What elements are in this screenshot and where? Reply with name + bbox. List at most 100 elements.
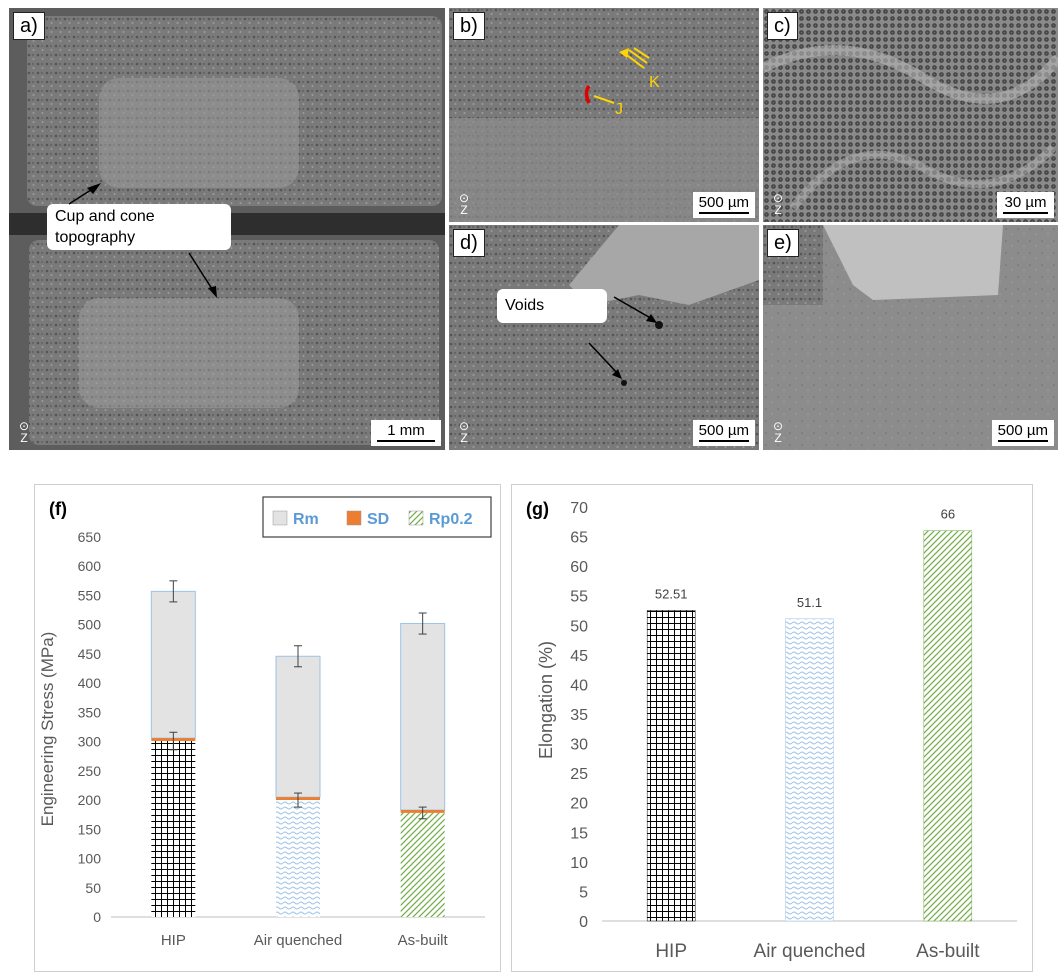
elongation-bar-chart: (g) 0 5 10 15 20 25 30 35 40 45 50 55 60 65 70 HIP Air q… bbox=[526, 499, 1017, 962]
y-tick-label: 400 bbox=[78, 675, 102, 691]
bar-rp02 bbox=[400, 812, 445, 917]
y-tick-label: 35 bbox=[570, 707, 588, 724]
z-axis-icon: ⊙ Z bbox=[18, 419, 30, 445]
x-tick-label: As-built bbox=[398, 932, 449, 949]
cup-cone-callout: Cup and cone topography bbox=[47, 204, 231, 250]
y-tick-label: 0 bbox=[93, 909, 101, 925]
x-tick-label: HIP bbox=[161, 932, 186, 949]
z-axis-icon: ⊙ Z bbox=[772, 191, 784, 217]
chart-legend: Rm SD Rp0.2 bbox=[262, 496, 492, 538]
fracture-surface-image bbox=[763, 225, 1058, 450]
z-axis-icon: ⊙ Z bbox=[458, 191, 470, 217]
y-tick-label: 450 bbox=[78, 646, 102, 662]
y-tick-label: 150 bbox=[78, 821, 102, 837]
scale-bar-label: 1 mm bbox=[387, 422, 425, 439]
panel-label-b: b) bbox=[453, 12, 485, 40]
data-label: 51.1 bbox=[797, 595, 822, 610]
crack-marker-j bbox=[584, 84, 591, 104]
y-tick-label: 600 bbox=[78, 558, 102, 574]
y-tick-label: 15 bbox=[570, 825, 588, 842]
x-tick-label: HIP bbox=[655, 941, 687, 962]
micrograph-b: J K b) ⊙ Z 500 µm bbox=[449, 8, 759, 222]
legend-swatch bbox=[272, 510, 288, 526]
x-tick-label: As-built bbox=[916, 941, 980, 962]
bar-elongation bbox=[785, 618, 834, 922]
fracture-surface-image bbox=[9, 8, 445, 450]
arrow-head-icon bbox=[208, 286, 217, 298]
x-tick-label: Air quenched bbox=[754, 941, 866, 962]
y-tick-label: 550 bbox=[78, 587, 102, 603]
bar-elongation bbox=[646, 610, 696, 922]
panel-label-a: a) bbox=[13, 12, 45, 40]
micrograph-a: a) Cup and cone topography ⊙ Z 1 mm bbox=[9, 8, 445, 450]
marker-j-label: J bbox=[615, 101, 623, 118]
y-tick-label: 650 bbox=[78, 529, 102, 545]
y-tick-label: 30 bbox=[570, 737, 588, 754]
scale-bar-label: 500 µm bbox=[997, 422, 1048, 439]
y-tick-label: 350 bbox=[78, 704, 102, 720]
y-tick-label: 45 bbox=[570, 648, 588, 665]
error-bar-rp02 bbox=[294, 792, 302, 808]
legend-label: Rp0.2 bbox=[429, 511, 473, 528]
bar-rm bbox=[400, 623, 446, 811]
data-label: 52.51 bbox=[655, 586, 688, 601]
voids-callout: Voids bbox=[497, 289, 607, 323]
marker-k-label: K bbox=[649, 74, 660, 91]
scale-bar: 500 µm bbox=[692, 192, 755, 218]
y-tick-label: 65 bbox=[570, 530, 588, 547]
scale-bar-label: 500 µm bbox=[698, 194, 749, 211]
micrograph-d: d) Voids ⊙ Z 500 µm bbox=[449, 225, 759, 450]
y-tick-label: 0 bbox=[579, 914, 588, 931]
y-tick-label: 200 bbox=[78, 792, 102, 808]
error-bar-rm bbox=[294, 645, 302, 668]
arrow-head-icon bbox=[87, 183, 101, 194]
z-axis-icon: ⊙ Z bbox=[772, 419, 784, 445]
z-axis-icon: ⊙ Z bbox=[458, 419, 470, 445]
y-axis-label: Elongation (%) bbox=[536, 641, 556, 759]
y-tick-label: 50 bbox=[570, 618, 588, 635]
bar-rm bbox=[275, 655, 321, 798]
error-bar-rm bbox=[169, 580, 178, 603]
scale-bar: 30 µm bbox=[997, 192, 1054, 218]
panel-label-g: (g) bbox=[526, 499, 549, 519]
y-tick-label: 70 bbox=[570, 500, 588, 517]
y-tick-label: 300 bbox=[78, 734, 102, 750]
chart-g-container: (g) 0 5 10 15 20 25 30 35 40 45 50 55 60 65 70 HIP Air q… bbox=[511, 484, 1033, 972]
panel-label-e: e) bbox=[767, 229, 799, 257]
y-tick-label: 20 bbox=[570, 796, 588, 813]
legend-label: SD bbox=[367, 511, 389, 528]
fracture-surface-image bbox=[449, 8, 759, 222]
voids-arrows bbox=[588, 296, 657, 379]
bar-elongation bbox=[923, 530, 973, 922]
y-tick-label: 250 bbox=[78, 763, 102, 779]
legend-box bbox=[262, 496, 492, 538]
micrograph-c: c) ⊙ Z 30 µm bbox=[763, 8, 1058, 222]
scale-bar: 500 µm bbox=[692, 420, 755, 446]
callout-arrows bbox=[68, 183, 217, 298]
scale-bar-label: 30 µm bbox=[1004, 194, 1047, 211]
scale-bar: 1 mm bbox=[371, 420, 441, 446]
error-bar-rp02 bbox=[169, 731, 178, 751]
y-tick-label: 100 bbox=[78, 851, 102, 867]
y-tick-label: 40 bbox=[570, 677, 588, 694]
legend-swatch bbox=[408, 510, 424, 526]
y-tick-label: 500 bbox=[78, 617, 102, 633]
error-bar-rp02 bbox=[418, 806, 427, 820]
y-tick-label: 5 bbox=[579, 884, 588, 901]
y-tick-label: 50 bbox=[85, 880, 101, 896]
legend-swatch bbox=[346, 510, 362, 526]
chart-f-container: (f) 0 50 100 150 200 250 300 350 400 450 500 550 600… bbox=[34, 484, 501, 972]
bar-rm bbox=[150, 590, 196, 739]
y-tick-label: 55 bbox=[570, 589, 588, 606]
scale-bar: 500 µm bbox=[991, 420, 1054, 446]
arrow-head-icon bbox=[612, 369, 622, 379]
panel-label-f: (f) bbox=[49, 499, 67, 519]
arrow-head-icon bbox=[646, 314, 657, 323]
y-tick-label: 10 bbox=[570, 855, 588, 872]
stress-bar-chart: (f) 0 50 100 150 200 250 300 350 400 450 500 550 600… bbox=[38, 496, 492, 949]
x-tick-label: Air quenched bbox=[254, 932, 342, 949]
y-axis-label: Engineering Stress (MPa) bbox=[38, 632, 57, 827]
data-label: 66 bbox=[941, 507, 955, 522]
bar-rp02 bbox=[151, 741, 196, 917]
micrograph-e: e) ⊙ Z 500 µm bbox=[763, 225, 1058, 450]
